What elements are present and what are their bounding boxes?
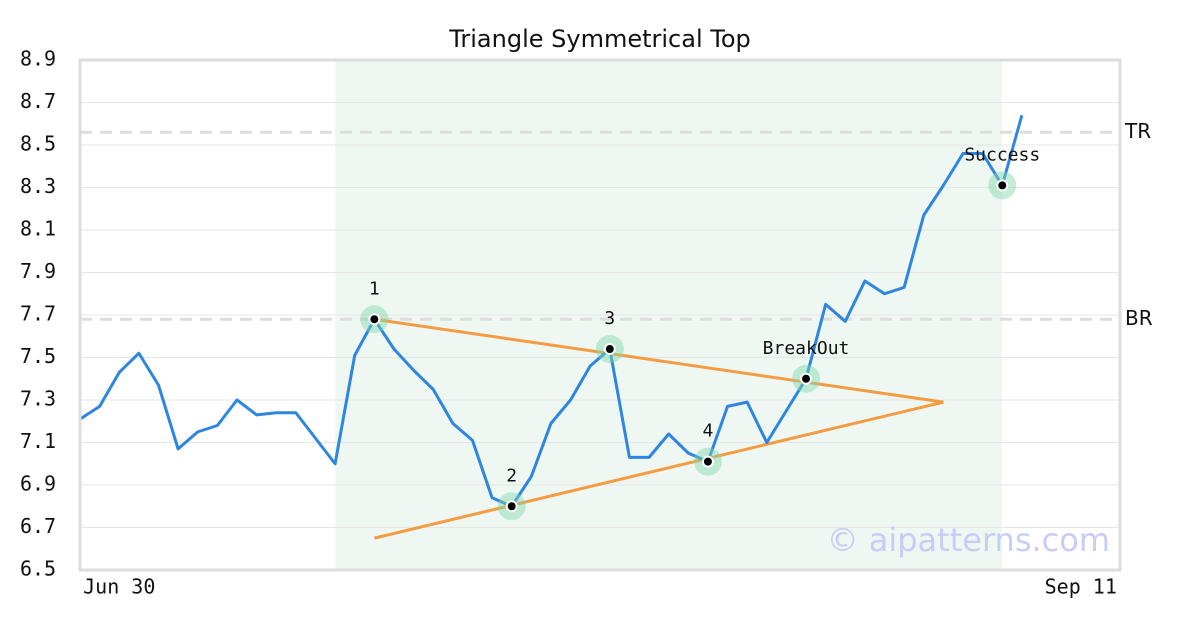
y-tick-label: 6.7 bbox=[20, 514, 56, 538]
y-tick-label: 7.9 bbox=[20, 259, 56, 283]
pattern-point bbox=[701, 455, 714, 468]
pattern-label: Success bbox=[964, 144, 1040, 165]
watermark: © aipatterns.com bbox=[827, 521, 1110, 559]
x-tick-label: Sep 11 bbox=[1045, 575, 1117, 599]
pattern-label: 2 bbox=[506, 465, 517, 486]
pattern-point bbox=[368, 313, 381, 326]
trend-line bbox=[373, 400, 944, 540]
chart-title: Triangle Symmetrical Top bbox=[448, 25, 751, 53]
pattern-label: 3 bbox=[604, 308, 615, 329]
y-tick-label: 7.5 bbox=[20, 344, 56, 368]
y-tick-label: 8.1 bbox=[20, 217, 56, 241]
level-label: TR bbox=[1124, 119, 1151, 143]
x-tick-label: Jun 30 bbox=[83, 575, 155, 599]
y-tick-label: 7.1 bbox=[20, 429, 56, 453]
y-tick-label: 7.3 bbox=[20, 387, 56, 411]
y-tick-label: 8.7 bbox=[20, 89, 56, 113]
pattern-point bbox=[800, 372, 813, 385]
y-tick-label: 8.3 bbox=[20, 174, 56, 198]
trend-line bbox=[374, 317, 944, 404]
pattern-point bbox=[603, 343, 616, 355]
level-label: BR bbox=[1125, 306, 1153, 330]
price-line bbox=[79, 114, 1024, 508]
pattern-label: 4 bbox=[703, 421, 714, 442]
pattern-point bbox=[505, 500, 518, 513]
plot-frame bbox=[78, 58, 1122, 572]
y-tick-label: 8.9 bbox=[20, 47, 56, 71]
y-tick-label: 6.9 bbox=[20, 472, 56, 496]
pattern-label: 1 bbox=[369, 278, 380, 299]
pattern-label: BreakOut bbox=[763, 338, 850, 359]
y-tick-label: 7.7 bbox=[20, 302, 56, 326]
y-tick-label: 6.5 bbox=[20, 557, 56, 581]
pattern-point bbox=[996, 179, 1009, 192]
y-tick-label: 8.5 bbox=[20, 132, 56, 156]
